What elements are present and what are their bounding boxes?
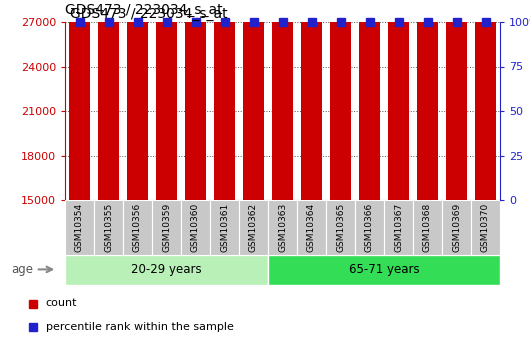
- Text: percentile rank within the sample: percentile rank within the sample: [46, 322, 233, 332]
- Bar: [330, 0, 351, 200]
- Bar: [326, 200, 355, 255]
- Bar: [359, 0, 379, 200]
- Bar: [355, 200, 384, 255]
- Bar: [239, 200, 268, 255]
- Text: GSM10369: GSM10369: [452, 203, 461, 252]
- Text: GSM10354: GSM10354: [75, 203, 84, 252]
- Bar: [243, 0, 263, 200]
- Text: GSM10355: GSM10355: [104, 203, 113, 252]
- Text: GSM10363: GSM10363: [278, 203, 287, 252]
- Bar: [152, 200, 181, 255]
- Bar: [69, 0, 90, 200]
- Bar: [413, 200, 442, 255]
- Text: 20-29 years: 20-29 years: [131, 264, 202, 276]
- Text: GSM10367: GSM10367: [394, 203, 403, 252]
- Bar: [127, 0, 148, 200]
- Bar: [384, 200, 413, 255]
- Bar: [181, 200, 210, 255]
- Text: GSM10368: GSM10368: [423, 203, 432, 252]
- Bar: [475, 0, 496, 200]
- Bar: [417, 0, 438, 200]
- Bar: [214, 0, 235, 200]
- Bar: [65, 200, 94, 255]
- Bar: [268, 200, 297, 255]
- Bar: [388, 0, 409, 200]
- Bar: [297, 200, 326, 255]
- Text: GSM10359: GSM10359: [162, 203, 171, 252]
- Bar: [272, 0, 293, 200]
- Bar: [123, 200, 152, 255]
- Bar: [94, 200, 123, 255]
- Text: GDS473 / 223034_s_at: GDS473 / 223034_s_at: [70, 7, 227, 21]
- Bar: [156, 0, 176, 200]
- Bar: [65, 255, 268, 285]
- Text: GSM10360: GSM10360: [191, 203, 200, 252]
- Bar: [446, 0, 466, 200]
- Text: GSM10356: GSM10356: [133, 203, 142, 252]
- Text: GSM10365: GSM10365: [336, 203, 345, 252]
- Bar: [302, 0, 322, 200]
- Text: 65-71 years: 65-71 years: [349, 264, 419, 276]
- Bar: [442, 200, 471, 255]
- Bar: [186, 0, 206, 200]
- Text: GSM10370: GSM10370: [481, 203, 490, 252]
- Text: GSM10361: GSM10361: [220, 203, 229, 252]
- Text: GSM10364: GSM10364: [307, 203, 316, 252]
- Text: GDS473 / 223034_s_at: GDS473 / 223034_s_at: [65, 3, 223, 17]
- Text: GSM10362: GSM10362: [249, 203, 258, 252]
- Bar: [268, 255, 500, 285]
- Bar: [471, 200, 500, 255]
- Bar: [210, 200, 239, 255]
- Text: age: age: [12, 263, 34, 276]
- Text: count: count: [46, 298, 77, 308]
- Text: GSM10366: GSM10366: [365, 203, 374, 252]
- Bar: [99, 0, 119, 200]
